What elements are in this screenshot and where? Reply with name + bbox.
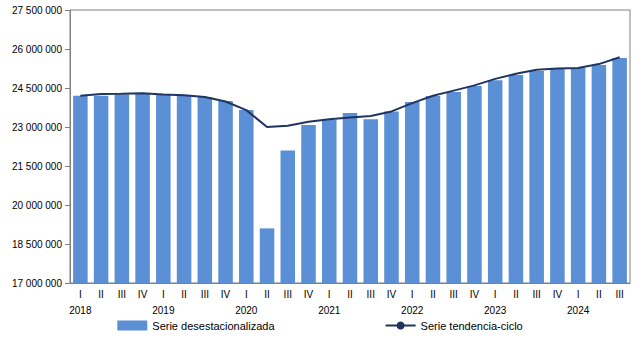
svg-text:18 500 000: 18 500 000 <box>12 239 62 250</box>
svg-text:III: III <box>284 289 292 300</box>
svg-text:I: I <box>162 289 165 300</box>
svg-text:IV: IV <box>304 289 314 300</box>
svg-text:IV: IV <box>470 289 480 300</box>
svg-text:2023: 2023 <box>484 305 507 316</box>
svg-text:2020: 2020 <box>235 305 258 316</box>
svg-text:III: III <box>532 289 540 300</box>
svg-text:21 500 000: 21 500 000 <box>12 161 62 172</box>
svg-text:II: II <box>430 289 436 300</box>
svg-text:III: III <box>201 289 209 300</box>
svg-text:III: III <box>118 289 126 300</box>
svg-text:26 000 000: 26 000 000 <box>12 44 62 55</box>
svg-text:Serie tendencia-ciclo: Serie tendencia-ciclo <box>421 320 523 332</box>
svg-text:I: I <box>245 289 248 300</box>
svg-text:I: I <box>577 289 580 300</box>
svg-text:20 000 000: 20 000 000 <box>12 200 62 211</box>
svg-text:I: I <box>411 289 414 300</box>
svg-text:IV: IV <box>138 289 148 300</box>
svg-text:2021: 2021 <box>318 305 341 316</box>
svg-text:II: II <box>98 289 104 300</box>
svg-text:II: II <box>596 289 602 300</box>
svg-text:Serie desestacionalizada: Serie desestacionalizada <box>152 320 275 332</box>
svg-text:IV: IV <box>221 289 231 300</box>
svg-text:II: II <box>264 289 270 300</box>
svg-text:17 000 000: 17 000 000 <box>12 278 62 289</box>
svg-text:III: III <box>615 289 623 300</box>
svg-text:2024: 2024 <box>567 305 590 316</box>
svg-text:IV: IV <box>387 289 397 300</box>
svg-text:24 500 000: 24 500 000 <box>12 83 62 94</box>
svg-text:27 500 000: 27 500 000 <box>12 5 62 16</box>
svg-text:I: I <box>494 289 497 300</box>
svg-text:2022: 2022 <box>401 305 424 316</box>
svg-text:IV: IV <box>553 289 563 300</box>
svg-text:I: I <box>79 289 82 300</box>
svg-text:III: III <box>367 289 375 300</box>
svg-text:II: II <box>513 289 519 300</box>
svg-text:23 000 000: 23 000 000 <box>12 122 62 133</box>
svg-text:II: II <box>347 289 353 300</box>
svg-text:I: I <box>328 289 331 300</box>
svg-text:2018: 2018 <box>69 305 92 316</box>
svg-text:III: III <box>450 289 458 300</box>
svg-text:2019: 2019 <box>152 305 175 316</box>
svg-text:II: II <box>181 289 187 300</box>
